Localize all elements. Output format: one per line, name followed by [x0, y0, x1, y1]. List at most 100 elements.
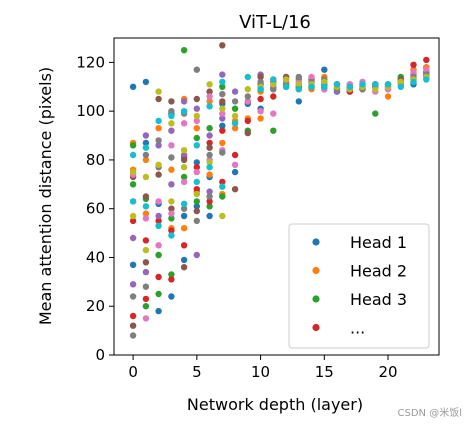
- data-point: [193, 207, 200, 215]
- data-point: [142, 132, 150, 139]
- x-tick-label: 10: [251, 363, 270, 381]
- data-point: [206, 98, 213, 105]
- data-point: [219, 149, 226, 156]
- data-point: [168, 293, 175, 300]
- data-point: [155, 88, 162, 95]
- data-point: [206, 188, 213, 195]
- data-point: [142, 215, 150, 222]
- data-point: [206, 212, 213, 220]
- data-point: [168, 232, 175, 239]
- data-point: [270, 93, 277, 100]
- data-point: [206, 164, 213, 171]
- data-point: [206, 198, 213, 205]
- data-point: [397, 78, 404, 86]
- data-point: [295, 86, 302, 93]
- data-point: [180, 178, 188, 186]
- y-tick-label: 0: [95, 346, 105, 364]
- data-point: [244, 73, 251, 81]
- data-point: [129, 212, 137, 220]
- data-point: [155, 290, 162, 298]
- data-point: [193, 134, 200, 142]
- y-tick-label: 120: [76, 53, 105, 71]
- data-point: [231, 125, 239, 132]
- data-point: [410, 61, 417, 68]
- data-point: [423, 56, 430, 64]
- legend-label: Head 2: [350, 262, 407, 281]
- data-point: [168, 142, 175, 149]
- data-point: [206, 132, 213, 139]
- data-point: [193, 159, 200, 166]
- data-point: [321, 78, 328, 86]
- data-point: [180, 256, 188, 264]
- data-point: [155, 95, 162, 103]
- data-point: [180, 212, 188, 220]
- data-point: [180, 47, 188, 54]
- data-point: [219, 105, 226, 112]
- y-tick-label: 60: [86, 200, 105, 218]
- data-point: [193, 142, 200, 149]
- data-point: [384, 93, 392, 100]
- data-point: [295, 81, 302, 88]
- x-axis-ticks: 0 5 10 15 20: [128, 355, 398, 381]
- legend-marker: [312, 238, 320, 246]
- data-point: [193, 66, 200, 73]
- data-point: [372, 86, 379, 93]
- data-point: [219, 98, 226, 105]
- data-point: [155, 137, 162, 144]
- data-point: [321, 83, 328, 91]
- y-tick-label: 20: [86, 297, 105, 315]
- y-tick-label: 100: [76, 102, 105, 120]
- data-point: [295, 73, 302, 81]
- data-point: [219, 127, 226, 134]
- data-point: [193, 186, 200, 193]
- data-point: [193, 168, 200, 176]
- data-point: [180, 151, 188, 159]
- data-point: [206, 81, 213, 88]
- data-point: [142, 259, 150, 266]
- data-point: [142, 283, 150, 290]
- data-point: [206, 88, 213, 95]
- data-point: [206, 193, 213, 200]
- data-point: [231, 112, 239, 120]
- data-point: [231, 168, 239, 176]
- data-point: [142, 295, 150, 303]
- data-point: [142, 315, 150, 322]
- data-point: [193, 251, 200, 259]
- y-axis-ticks: 0 20 40 60 80 100 120: [76, 53, 114, 364]
- data-point: [168, 154, 175, 161]
- data-point: [168, 181, 175, 188]
- data-point: [142, 210, 150, 217]
- data-point: [129, 332, 137, 339]
- data-point: [142, 144, 150, 151]
- data-point: [180, 147, 188, 154]
- data-point: [270, 76, 277, 83]
- data-point: [129, 322, 137, 329]
- data-point: [333, 81, 341, 88]
- data-point: [180, 108, 188, 115]
- data-points: [129, 42, 430, 339]
- data-point: [180, 205, 188, 212]
- data-point: [180, 120, 188, 127]
- legend-marker: [312, 295, 320, 303]
- data-point: [219, 110, 226, 117]
- data-point: [129, 168, 137, 176]
- data-point: [282, 76, 290, 83]
- data-point: [142, 156, 150, 164]
- data-point: [231, 88, 239, 95]
- data-point: [168, 198, 175, 205]
- data-point: [193, 190, 200, 198]
- data-point: [372, 110, 379, 117]
- data-point: [142, 203, 150, 210]
- data-point: [206, 171, 213, 178]
- data-point: [206, 144, 213, 151]
- data-point: [155, 307, 162, 315]
- data-point: [168, 276, 175, 283]
- data-point: [155, 217, 162, 225]
- data-point: [180, 242, 188, 249]
- data-point: [231, 98, 239, 105]
- data-point: [129, 142, 137, 149]
- data-point: [219, 42, 226, 49]
- data-point: [257, 115, 264, 122]
- data-point: [129, 217, 137, 225]
